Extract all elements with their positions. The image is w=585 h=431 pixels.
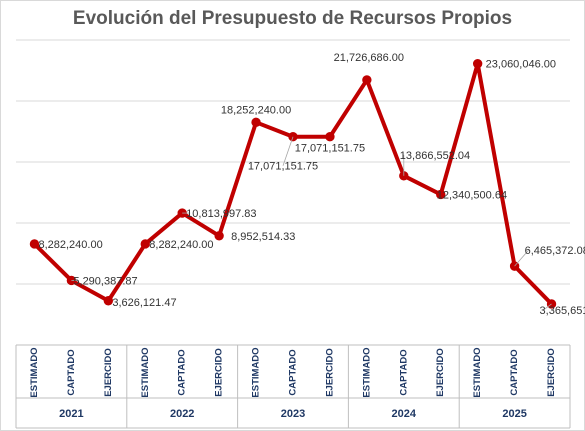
data-label-2: 5,290,387.87	[73, 275, 137, 287]
data-point-7	[251, 117, 261, 128]
x-tick-label-estimado: ESTIMADO	[251, 347, 262, 397]
data-label-6: 8,952,514.33	[231, 231, 295, 243]
data-point-9	[325, 132, 335, 142]
data-label-7: 18,252,240.00	[221, 104, 291, 116]
data-point-13	[472, 58, 483, 69]
x-tick-label-estimado: ESTIMADO	[472, 347, 483, 397]
year-label-2025: 2025	[502, 408, 526, 420]
x-tick-label-ejercido: EJERCIDO	[214, 348, 225, 397]
series-line	[32, 61, 554, 306]
year-label-2022: 2022	[170, 408, 194, 420]
year-label-2021: 2021	[59, 408, 83, 420]
x-tick-label-ejercido: EJERCIDO	[324, 348, 335, 397]
chart-title: Evolución del Presupuesto de Recursos Pr…	[72, 8, 513, 29]
data-label-12: 12,340,500.64	[437, 189, 507, 201]
data-label-1: 8,282,240.00	[38, 239, 102, 251]
data-label-8: 17,071,151.75	[248, 161, 318, 173]
data-label-4: 8,282,240.00	[149, 239, 213, 251]
data-label-3: 3,626,121.47	[112, 297, 176, 309]
data-label-9: 17,071,151.75	[295, 143, 365, 155]
data-point-6	[214, 231, 224, 241]
year-label-2023: 2023	[281, 408, 305, 420]
x-tick-label-estimado: ESTIMADO	[361, 347, 372, 397]
data-point-1	[29, 239, 40, 249]
data-label-5: 10,813,997.83	[186, 208, 256, 220]
x-tick-label-captado: CAPTADO	[288, 349, 299, 395]
x-tick-label-estimado: ESTIMADO	[140, 347, 151, 397]
leader-line	[514, 249, 529, 267]
data-point-3	[103, 296, 114, 306]
data-point-12	[436, 189, 446, 200]
x-tick-label-captado: CAPTADO	[509, 349, 520, 395]
leader-line	[543, 303, 552, 311]
x-tick-label-captado: CAPTADO	[177, 349, 188, 395]
x-tick-label-ejercido: EJERCIDO	[103, 348, 114, 397]
data-label-10: 21,726,686.00	[334, 52, 404, 64]
x-tick-label-captado: CAPTADO	[398, 349, 409, 395]
x-tick-label-estimado: ESTIMADO	[29, 347, 40, 397]
data-point-4	[140, 239, 150, 249]
x-tick-label-captado: CAPTADO	[66, 349, 77, 395]
data-label-15: 3,365,651.65	[540, 305, 585, 317]
data-label-13: 23,060,046.00	[486, 59, 556, 71]
data-point-10	[362, 75, 372, 85]
x-tick-label-ejercido: EJERCIDO	[546, 348, 557, 397]
x-tick-label-ejercido: EJERCIDO	[435, 348, 446, 397]
data-label-14: 6,465,372.08	[525, 245, 585, 257]
leader-line	[282, 136, 294, 166]
data-label-11: 13,866,552.04	[400, 150, 470, 162]
year-label-2024: 2024	[392, 408, 417, 420]
